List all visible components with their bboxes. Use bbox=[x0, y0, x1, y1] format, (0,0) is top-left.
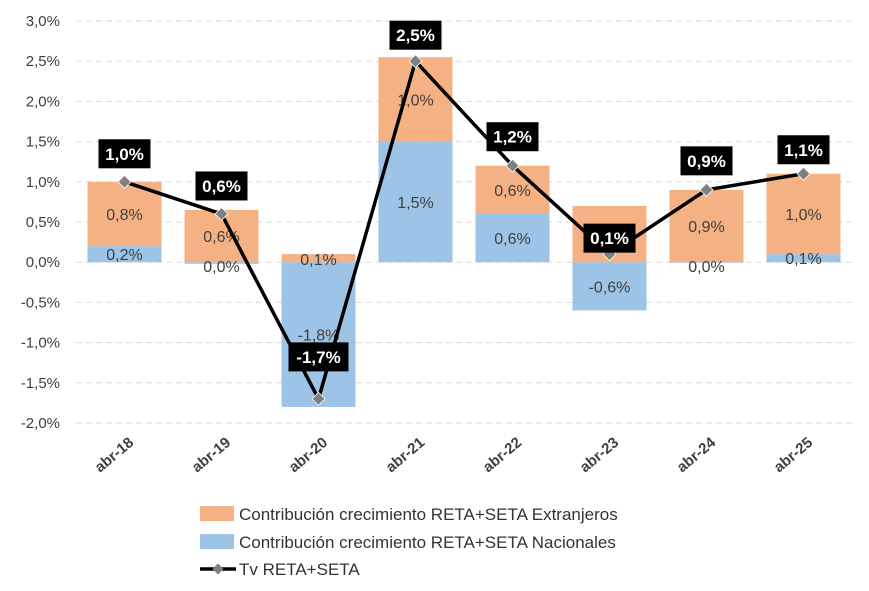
y-tick-label: 1,0% bbox=[26, 174, 60, 191]
bar-label-nacionales: -0,6% bbox=[589, 279, 631, 296]
line-label: 0,1% bbox=[590, 229, 629, 248]
line-label-box bbox=[583, 223, 636, 253]
x-tick-label: abr-21 bbox=[383, 434, 428, 476]
bar-extranjeros bbox=[766, 173, 841, 255]
total-line-marker bbox=[117, 174, 132, 189]
legend-swatch bbox=[200, 506, 234, 521]
legend-swatch bbox=[200, 534, 234, 549]
line-label: -1,7% bbox=[296, 348, 340, 367]
bars bbox=[87, 57, 841, 407]
bar-label-nacionales: -1,8% bbox=[298, 328, 340, 345]
bar-label-nacionales: 0,0% bbox=[688, 259, 724, 276]
line-label: 1,2% bbox=[493, 128, 532, 147]
x-tick-label: abr-20 bbox=[286, 434, 331, 476]
bar-nacionales bbox=[87, 246, 162, 263]
total-line-marker bbox=[311, 391, 326, 406]
total-line-marker bbox=[505, 158, 520, 173]
bar-data-labels: 0,2% 0,8% 0,0% 0,6% -1,8% 0,1% 1,5% 1,0% 0,6% 0,6… bbox=[106, 92, 821, 344]
y-tick-label: -1,0% bbox=[21, 335, 60, 352]
y-tick-label: 1,5% bbox=[26, 134, 60, 151]
bar-extranjeros bbox=[378, 57, 453, 142]
line-label: 1,1% bbox=[784, 141, 823, 160]
bar-label-nacionales: 0,2% bbox=[106, 247, 142, 264]
x-tick-label: abr-19 bbox=[189, 434, 234, 476]
line-label: 2,5% bbox=[396, 26, 435, 45]
line-label-box bbox=[680, 146, 733, 176]
y-tick-label: 0,5% bbox=[26, 214, 60, 231]
bar-label-extranjeros: 0,9% bbox=[688, 219, 724, 236]
bar-nacionales bbox=[475, 213, 550, 263]
total-line-path bbox=[123, 59, 804, 401]
bar-label-nacionales: 0,6% bbox=[494, 231, 530, 248]
x-tick-label: abr-25 bbox=[771, 434, 816, 476]
total-line-marker bbox=[796, 166, 811, 181]
bar-extranjeros bbox=[669, 189, 744, 263]
total-line-marker bbox=[408, 54, 423, 69]
x-tick-label: abr-22 bbox=[480, 434, 525, 476]
line-label-box bbox=[486, 122, 539, 152]
bar-label-nacionales: 0,1% bbox=[785, 251, 821, 268]
line-label: 1,0% bbox=[105, 145, 144, 164]
x-tick-label: abr-23 bbox=[577, 434, 622, 476]
y-tick-label: 2,5% bbox=[26, 53, 60, 70]
legend-label: Contribución crecimiento RETA+SETA Nacio… bbox=[239, 533, 616, 552]
y-tick-label: -1,5% bbox=[21, 375, 60, 392]
bar-label-extranjeros: 1,0% bbox=[785, 207, 821, 224]
bar-label-nacionales: 0,0% bbox=[203, 259, 239, 276]
bar-nacionales bbox=[184, 262, 259, 264]
total-line-marker bbox=[214, 206, 229, 222]
line-label: 0,6% bbox=[202, 177, 241, 196]
bar-extranjeros bbox=[87, 181, 162, 247]
bar-label-extranjeros: 0,1% bbox=[300, 252, 336, 269]
line-label-box bbox=[288, 342, 349, 372]
line-label-box bbox=[98, 139, 151, 169]
bar-label-nacionales: 1,5% bbox=[397, 195, 433, 212]
y-tick-label: 0,0% bbox=[26, 254, 60, 271]
x-tick-label: abr-24 bbox=[674, 434, 720, 476]
y-tick-label: -2,0% bbox=[21, 415, 60, 432]
bar-label-extranjeros: 0,6% bbox=[494, 183, 530, 200]
legend-label: Tv RETA+SETA bbox=[239, 560, 360, 579]
line-label-box bbox=[389, 20, 442, 50]
bar-nacionales bbox=[766, 254, 841, 263]
line-label-box bbox=[777, 135, 830, 165]
y-axis-ticks: 3,0% 2,5% 2,0% 1,5% 1,0% 0,5% 0,0% -0,5% -1,0% -1… bbox=[21, 13, 60, 432]
bar-label-extranjeros: 0,8% bbox=[106, 207, 142, 224]
legend-label: Contribución crecimiento RETA+SETA Extra… bbox=[239, 505, 618, 524]
y-tick-label: -0,5% bbox=[21, 294, 60, 311]
line-label: 0,9% bbox=[687, 152, 726, 171]
x-tick-label: abr-18 bbox=[92, 434, 137, 476]
y-tick-label: 2,0% bbox=[26, 93, 60, 110]
legend: Contribución crecimiento RETA+SETA Extra… bbox=[200, 505, 618, 579]
bar-nacionales bbox=[572, 262, 647, 311]
x-axis-ticks: abr-18 abr-19 abr-20 abr-21 abr-22 abr-23 abr-… bbox=[92, 434, 816, 476]
bar-nacionales bbox=[281, 262, 356, 407]
line-data-labels: 1,0% 0,6% -1,7% 2,5% 1,2% 0,1% 0,9% 1,1% bbox=[98, 20, 830, 372]
legend-marker bbox=[212, 563, 224, 575]
bar-nacionales bbox=[378, 141, 453, 263]
total-line bbox=[117, 54, 811, 406]
total-line-marker bbox=[699, 182, 714, 197]
y-tick-label: 3,0% bbox=[26, 13, 60, 30]
bar-nacionales bbox=[669, 262, 744, 263]
bar-extranjeros bbox=[281, 254, 356, 263]
line-label-box bbox=[195, 171, 248, 201]
